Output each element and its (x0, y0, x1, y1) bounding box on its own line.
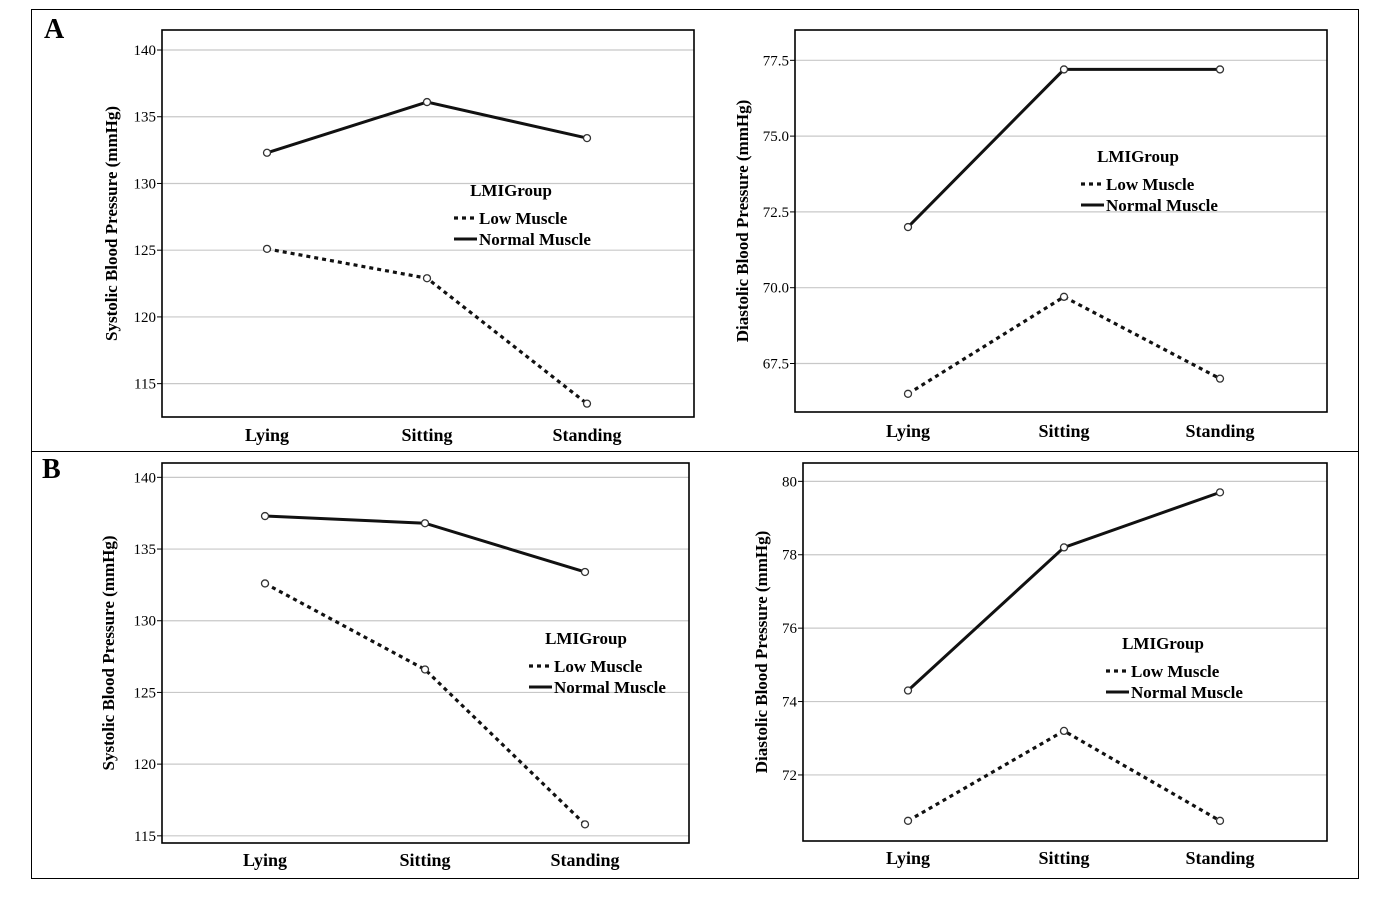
data-point-normal-muscle (422, 97, 432, 107)
data-point-low-muscle (582, 399, 592, 408)
y-axis-label: Diastolic Blood Pressure (mmHg) (733, 100, 752, 343)
data-point-low-muscle (903, 389, 913, 398)
data-point-low-muscle (580, 820, 590, 829)
legend-entry: Low Muscle (479, 209, 568, 228)
data-point-normal-muscle (420, 519, 430, 528)
legend-title: LMIGroup (545, 629, 627, 648)
series-line-normal-muscle (906, 490, 1221, 692)
y-tick-label: 125 (134, 685, 157, 701)
legend-entry: Low Muscle (1106, 175, 1195, 194)
plot-frame (802, 462, 1328, 842)
data-point-low-muscle (1059, 292, 1069, 301)
x-tick-label: Sitting (399, 850, 450, 870)
y-tick-label: 135 (134, 542, 157, 558)
chart-3: 115 120 125 130 135 140 Lying Sitting Standing Sy… (99, 462, 690, 870)
y-tick-label: 72 (782, 768, 797, 784)
y-tick-label: 130 (134, 614, 157, 630)
data-point-low-muscle (1059, 726, 1069, 736)
x-tick-label: Lying (245, 425, 289, 445)
legend: LMIGroup Low Muscle Normal Muscle (454, 181, 591, 249)
y-tick-label: 76 (782, 621, 798, 637)
y-tick-label: 120 (134, 310, 157, 326)
plot-frame (794, 29, 1328, 413)
chart-1: 115 120 125 130 135 140 Lying Sitting Standing Sy… (102, 29, 695, 445)
y-tick-label: 130 (134, 176, 157, 192)
y-tick-label: 67.5 (763, 356, 789, 372)
data-point-low-muscle (260, 579, 270, 588)
y-axis-label: Diastolic Blood Pressure (mmHg) (752, 531, 771, 774)
y-tick-label: 115 (134, 377, 156, 393)
x-tick-label: Standing (1185, 421, 1254, 441)
x-tick-label: Lying (243, 850, 287, 870)
x-tick-label: Standing (550, 850, 619, 870)
y-axis-label: Systolic Blood Pressure (mmHg) (99, 536, 118, 771)
data-point-normal-muscle (582, 133, 592, 143)
y-tick-label: 115 (134, 829, 156, 845)
panel-b: B (31, 451, 1359, 879)
data-point-low-muscle (1215, 374, 1225, 383)
y-axis-label: Systolic Blood Pressure (mmHg) (102, 106, 121, 341)
data-point-normal-muscle (903, 686, 913, 695)
panel-label-a: A (44, 14, 65, 45)
data-point-normal-muscle (260, 511, 270, 521)
legend-entry: Low Muscle (1131, 662, 1220, 681)
legend-entry: Normal Muscle (1131, 683, 1243, 702)
legend-title: LMIGroup (470, 181, 552, 200)
y-tick-label: 77.5 (763, 53, 789, 69)
series-line-low-muscle (907, 729, 1221, 823)
y-tick-label: 140 (134, 470, 157, 486)
x-tick-label: Lying (886, 421, 930, 441)
data-point-normal-muscle (262, 148, 272, 157)
x-tick-label: Sitting (1038, 421, 1089, 441)
data-point-low-muscle (1215, 816, 1225, 825)
data-point-normal-muscle (1059, 65, 1069, 74)
y-tick-label: 135 (134, 110, 157, 126)
series-line-low-muscle (264, 582, 587, 826)
legend-entry: Normal Muscle (554, 678, 666, 697)
chart-2: 67.5 70.0 72.5 75.0 77.5 Lying Sitting Standing… (733, 29, 1328, 441)
y-tick-label: 74 (782, 695, 798, 711)
panel-label-b: B (42, 454, 61, 485)
x-tick-label: Standing (1185, 848, 1254, 868)
series-line-normal-muscle (266, 100, 588, 155)
data-point-low-muscle (422, 274, 432, 283)
legend-entry: Normal Muscle (1106, 196, 1218, 215)
data-point-normal-muscle (580, 567, 590, 577)
x-tick-label: Sitting (1038, 848, 1089, 868)
legend: LMIGroup Low Muscle Normal Muscle (1106, 634, 1243, 702)
legend-title: LMIGroup (1097, 147, 1179, 166)
y-tick-label: 120 (134, 757, 157, 773)
plot-frame (161, 462, 690, 844)
data-point-normal-muscle (903, 222, 913, 232)
data-point-low-muscle (262, 244, 272, 254)
y-tick-label: 140 (134, 43, 157, 59)
y-tick-label: 72.5 (763, 205, 789, 221)
y-tick-label: 125 (134, 243, 157, 259)
y-tick-label: 78 (782, 548, 797, 564)
x-tick-label: Sitting (401, 425, 452, 445)
series-line-low-muscle (266, 247, 588, 405)
data-point-normal-muscle (1215, 65, 1225, 74)
legend: LMIGroup Low Muscle Normal Muscle (529, 629, 666, 697)
data-point-normal-muscle (1059, 543, 1069, 552)
chart-4: 72 74 76 78 80 Lying Sitting Standing Diastolic … (752, 462, 1328, 868)
y-tick-label: 75.0 (763, 129, 789, 145)
y-tick-label: 80 (782, 474, 797, 490)
data-point-normal-muscle (1215, 488, 1225, 497)
x-tick-label: Lying (886, 848, 930, 868)
data-point-low-muscle (420, 665, 430, 674)
y-tick-label: 70.0 (763, 281, 789, 297)
legend-entry: Low Muscle (554, 657, 643, 676)
legend-title: LMIGroup (1122, 634, 1204, 653)
plot-frame (161, 29, 695, 418)
legend: LMIGroup Low Muscle Normal Muscle (1081, 147, 1218, 215)
series-line-low-muscle (907, 294, 1221, 396)
x-tick-label: Standing (552, 425, 621, 445)
data-point-low-muscle (903, 816, 913, 825)
legend-entry: Normal Muscle (479, 230, 591, 249)
